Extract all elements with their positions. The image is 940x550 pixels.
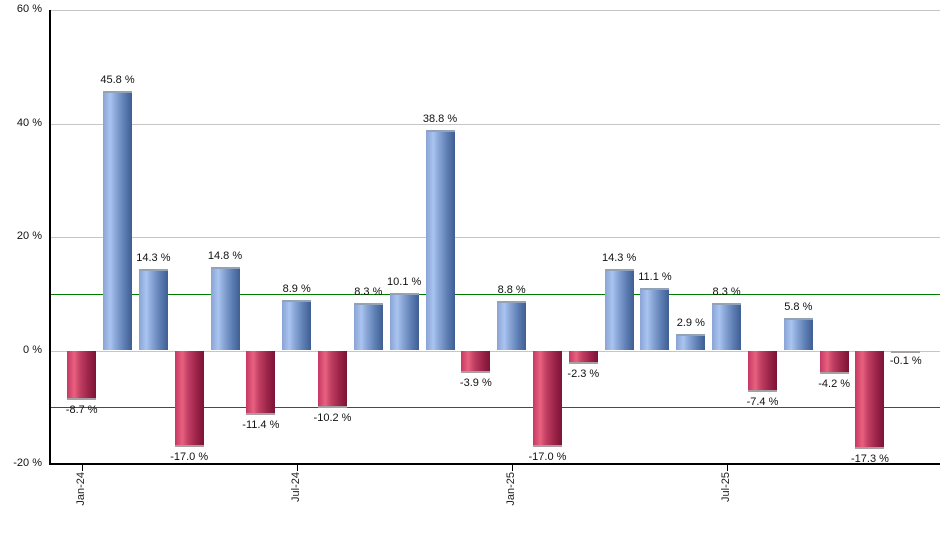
bar-may-24 xyxy=(210,266,240,351)
bar-mar-24 xyxy=(138,269,168,351)
y-axis-tick-label: 0 % xyxy=(23,343,42,356)
bar-aug-25 xyxy=(747,350,777,393)
bar-nov-24 xyxy=(425,130,455,351)
bar-value-label: 38.8 % xyxy=(422,113,458,126)
bar-value-label: 8.3 % xyxy=(354,286,383,299)
bar-value-label: -3.9 % xyxy=(459,376,492,389)
gridline xyxy=(51,123,940,125)
y-axis-tick-label: 60 % xyxy=(16,3,42,15)
bar-oct-24 xyxy=(389,293,419,351)
bar-jan-24 xyxy=(67,350,97,400)
bar-dec-24 xyxy=(461,350,491,373)
bar-sep-24 xyxy=(353,303,383,351)
x-axis-tick-label: Jul-24 xyxy=(289,472,302,502)
bar-jun-25 xyxy=(676,334,706,351)
bar-value-label: -8.7 % xyxy=(65,403,98,416)
y-axis-line xyxy=(49,10,51,465)
gridline xyxy=(51,237,940,238)
x-axis-tick xyxy=(296,464,298,471)
bar-may-25 xyxy=(640,287,670,351)
bar-value-label: 45.8 % xyxy=(100,73,135,86)
reference-line xyxy=(51,407,940,409)
bar-value-label: 8.3 % xyxy=(712,286,741,299)
bar-jul-24 xyxy=(282,299,312,351)
bar-value-label: -0.1 % xyxy=(889,355,922,368)
bar-value-label: 14.3 % xyxy=(136,252,171,265)
bar-value-label: -17.3 % xyxy=(850,452,889,465)
bar-value-label: -17.0 % xyxy=(170,450,209,463)
bar-feb-25 xyxy=(532,350,562,447)
x-axis-line xyxy=(49,463,940,465)
bar-jan-25 xyxy=(497,300,527,351)
gridline xyxy=(51,10,940,11)
bar-value-label: 10.1 % xyxy=(387,276,422,289)
bar-value-label: -17.0 % xyxy=(528,450,567,463)
bar-value-label: -2.3 % xyxy=(567,367,600,380)
bar-jun-24 xyxy=(246,350,276,416)
bar-value-label: -7.4 % xyxy=(746,396,779,409)
bar-value-label: 8.9 % xyxy=(282,282,311,295)
bar-feb-24 xyxy=(103,90,133,351)
bar-sep-25 xyxy=(783,317,813,351)
y-axis-tick-label: 20 % xyxy=(16,230,42,242)
y-axis-tick-label: -20 % xyxy=(13,457,42,469)
bar-apr-25 xyxy=(604,269,634,351)
bar-value-label: 8.8 % xyxy=(497,283,526,296)
bar-apr-24 xyxy=(174,350,204,447)
bar-mar-25 xyxy=(568,350,598,364)
bar-value-label: -4.2 % xyxy=(818,378,851,391)
bar-value-label: -11.4 % xyxy=(242,419,280,432)
gridline xyxy=(51,350,940,352)
bar-value-label: 11.1 % xyxy=(638,270,672,283)
bar-value-label: 2.9 % xyxy=(676,317,705,330)
y-axis-tick-label: 40 % xyxy=(16,116,42,129)
x-axis-tick xyxy=(726,464,728,471)
bar-value-label: 5.8 % xyxy=(784,300,813,313)
x-axis-tick-label: Jan-24 xyxy=(74,472,87,506)
x-axis-tick xyxy=(511,464,513,471)
x-axis-tick-label: Jul-25 xyxy=(719,472,732,502)
bar-aug-24 xyxy=(318,350,347,409)
x-axis-tick-label: Jan-25 xyxy=(504,472,517,506)
bar-value-label: 14.3 % xyxy=(602,252,637,265)
reference-line xyxy=(51,293,940,295)
bar-jul-25 xyxy=(712,303,742,351)
bar-value-label: -10.2 % xyxy=(313,412,352,425)
bar-nov-25 xyxy=(855,350,885,449)
x-axis-tick xyxy=(81,464,83,471)
bar-dec-25 xyxy=(891,350,921,353)
bar-value-label: 14.8 % xyxy=(207,249,243,262)
bar-oct-25 xyxy=(819,350,849,375)
